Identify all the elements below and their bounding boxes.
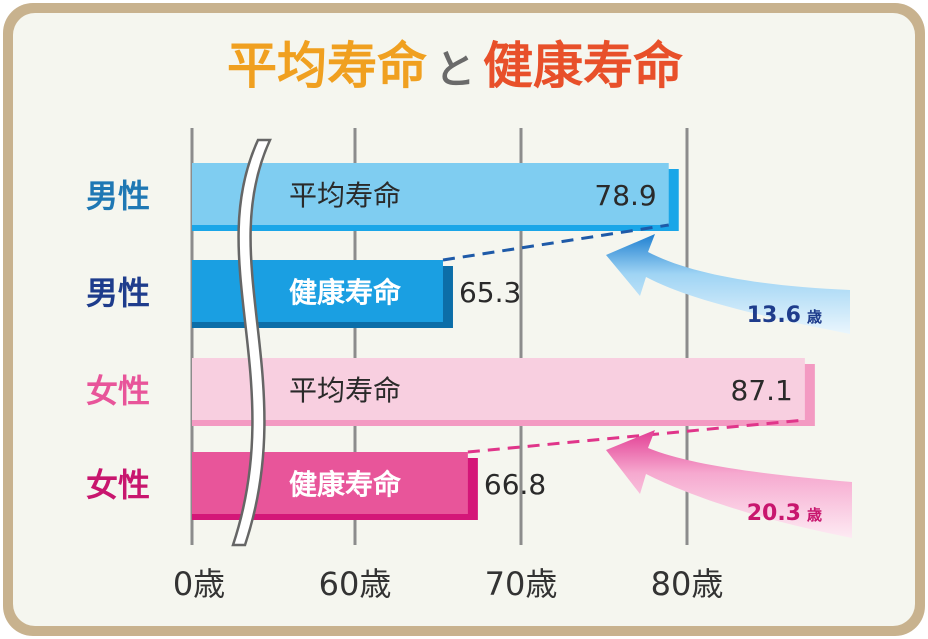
gap-lines (442, 223, 806, 454)
title-average-life: 平均寿命 (227, 37, 427, 95)
male-gap-value: 13.6 (747, 303, 801, 328)
value-label: 78.9 (594, 179, 656, 212)
group-label: 女性 (86, 466, 150, 504)
tick-label: 0歳 (173, 565, 225, 603)
bar-label: 健康寿命 (289, 468, 402, 501)
axis-break (231, 138, 272, 547)
male-gap-label: 13.6 歳 (747, 303, 822, 328)
female-gap-value: 20.3 (747, 501, 801, 526)
value-label: 65.3 (459, 276, 521, 309)
female-gap-unit: 歳 (807, 506, 822, 524)
male-gap-arrow (606, 234, 850, 334)
title-connector: と (435, 47, 475, 93)
chart-title: 平均寿命と健康寿命 (227, 37, 683, 95)
bar-labels: 平均寿命 78.9 健康寿命 65.3 平均寿命 87.1 健康寿命 66.8 (289, 179, 793, 501)
x-axis-ticks: 0歳 60歳 70歳 80歳 (173, 565, 724, 603)
bar-label: 平均寿命 (289, 374, 401, 407)
gap-line-1 (467, 418, 806, 454)
group-label: 男性 (86, 177, 150, 215)
bars (192, 163, 815, 520)
bar-label: 平均寿命 (289, 179, 401, 212)
bar (192, 163, 669, 225)
group-label: 男性 (86, 274, 150, 312)
value-label: 66.8 (484, 468, 546, 501)
tick-label: 70歳 (485, 565, 558, 603)
bar (192, 358, 805, 420)
male-gap-unit: 歳 (807, 308, 822, 326)
bar (192, 260, 443, 322)
title-healthy-life: 健康寿命 (483, 37, 683, 95)
tick-label: 80歳 (651, 565, 724, 603)
tick-label: 60歳 (319, 565, 392, 603)
value-label: 87.1 (731, 374, 793, 407)
group-label: 女性 (86, 372, 150, 410)
bar (192, 452, 468, 514)
female-gap-label: 20.3 歳 (747, 501, 822, 526)
female-gap-arrow (606, 430, 852, 538)
bar-label: 健康寿命 (289, 276, 402, 309)
gap-line-0 (442, 223, 669, 262)
